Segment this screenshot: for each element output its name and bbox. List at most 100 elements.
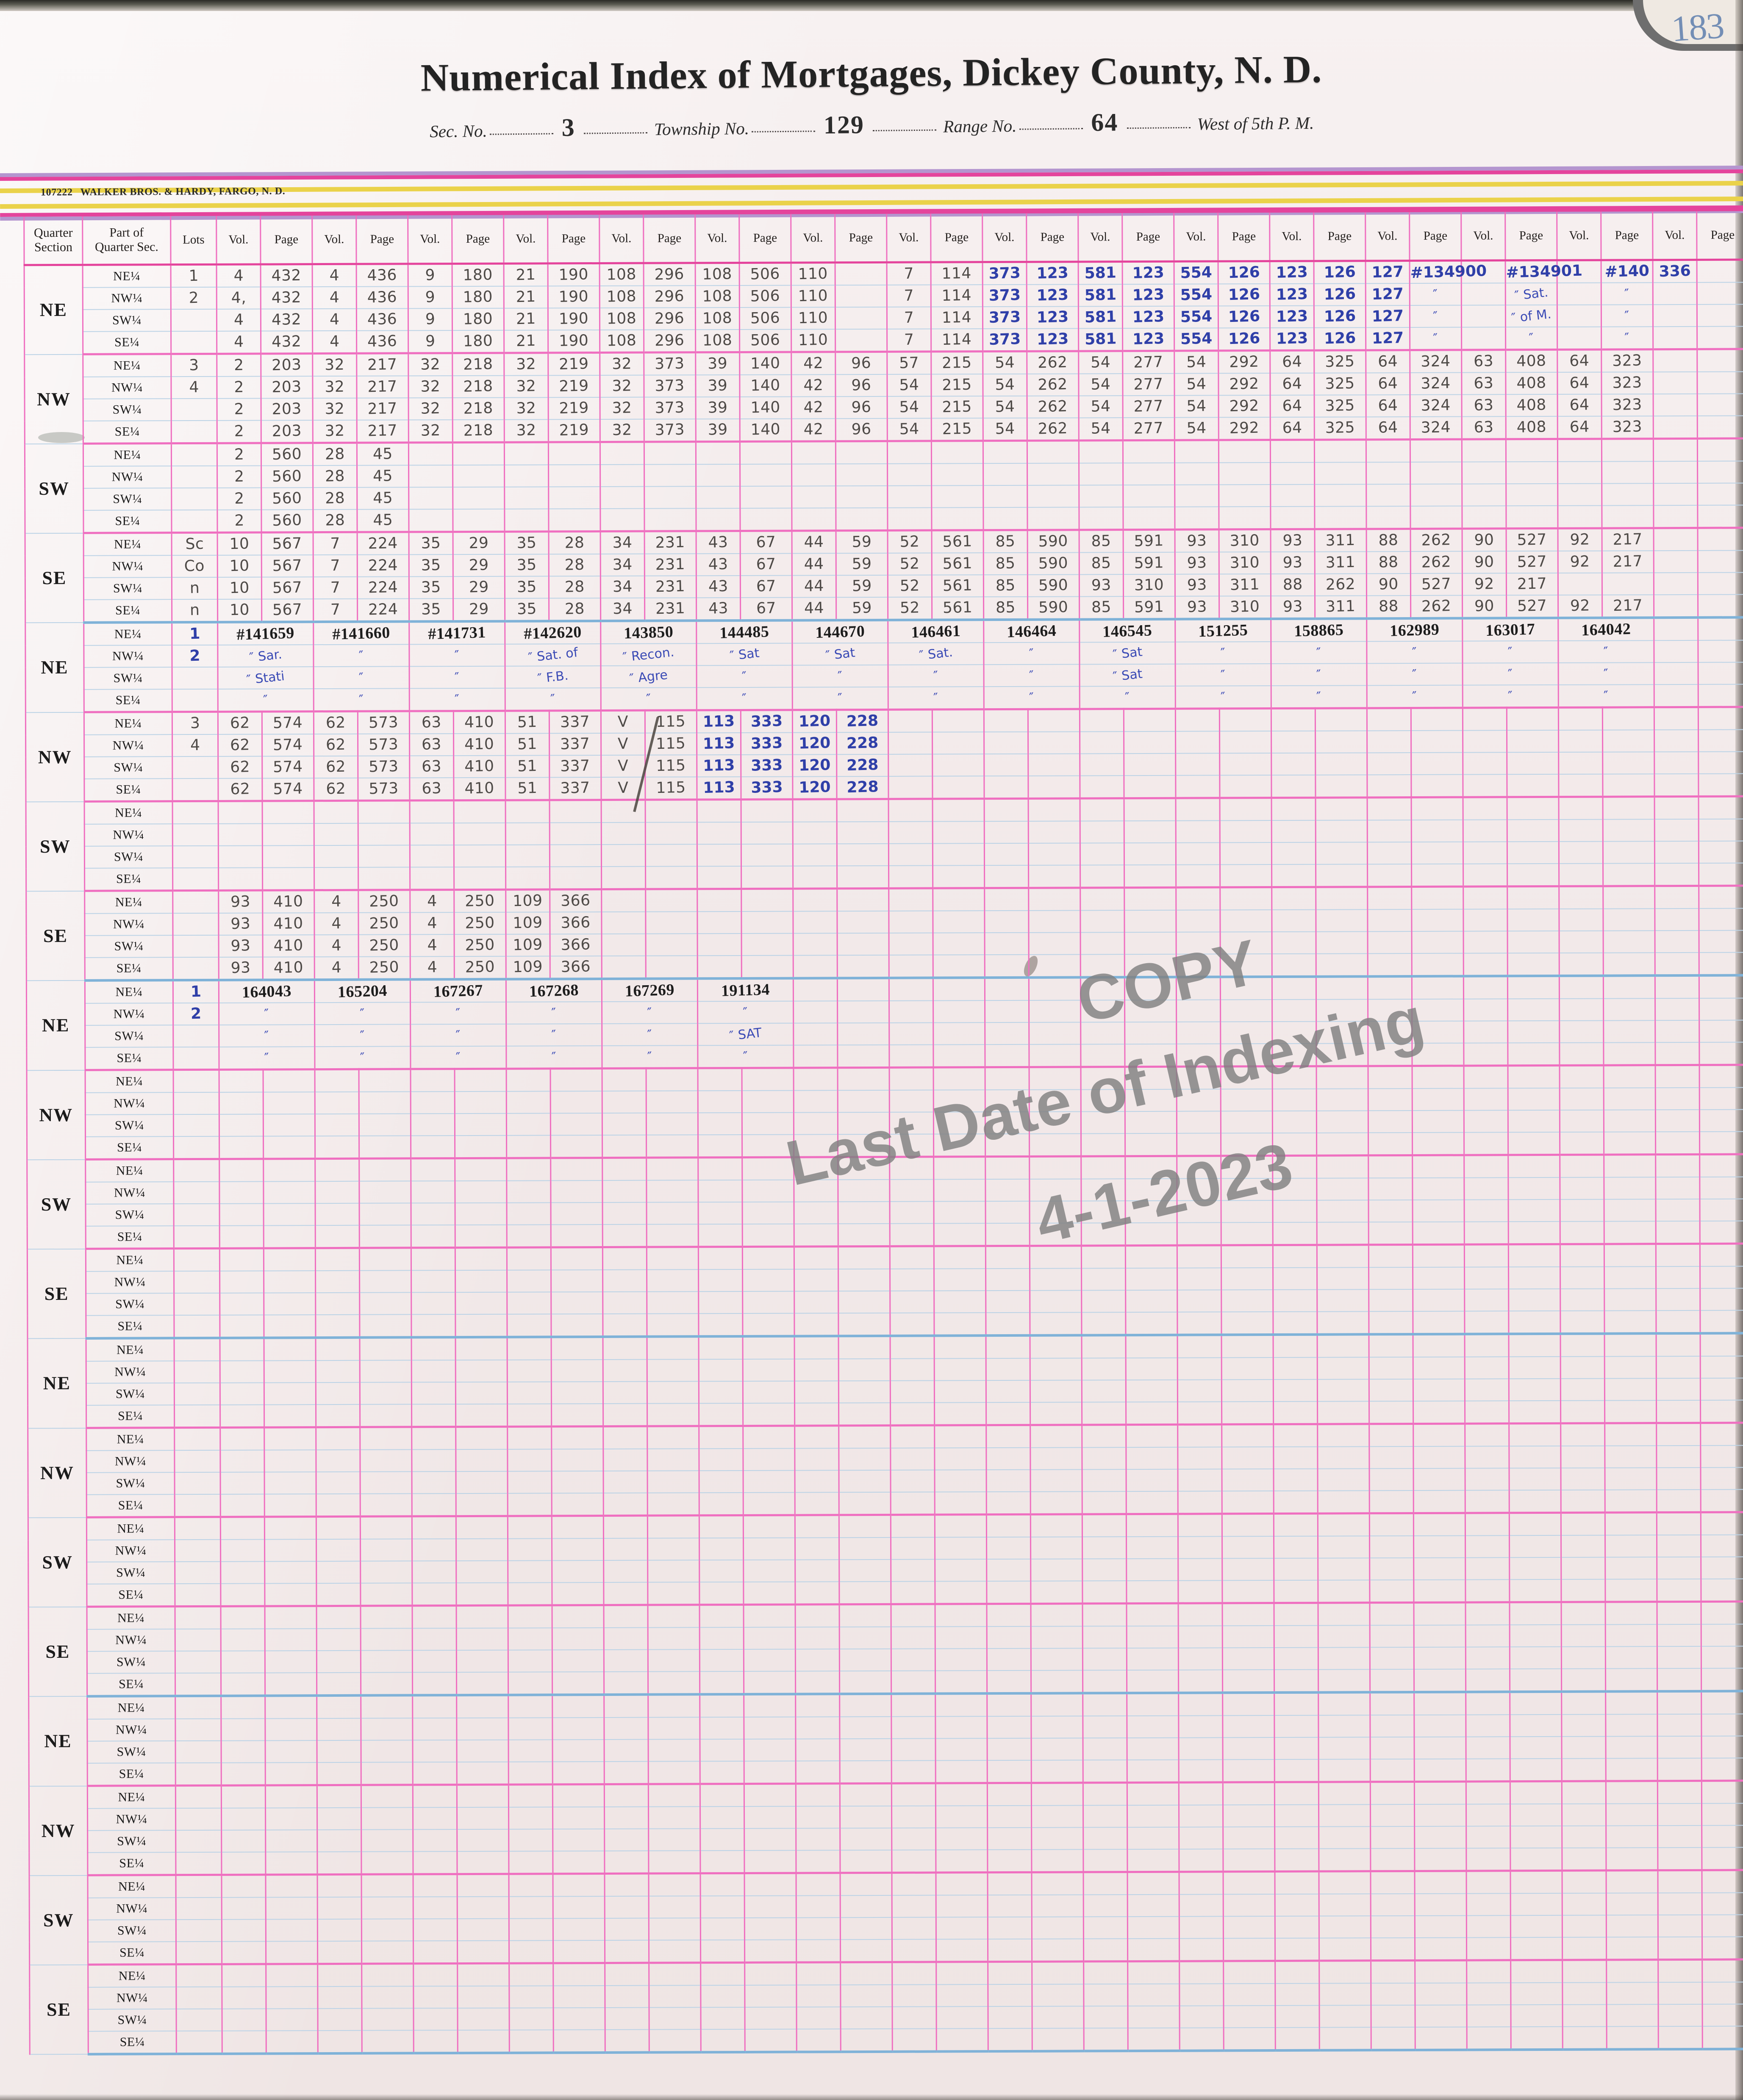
grid-cell	[600, 508, 645, 532]
grid-cell: 180	[452, 308, 504, 331]
grid-cell-value: ″	[1432, 309, 1439, 324]
grid-cell	[1466, 1804, 1510, 1826]
grid-cell-value: ″	[454, 692, 461, 707]
grid-cell	[985, 1022, 1029, 1045]
grid-cell	[1273, 1289, 1317, 1312]
grid-cell	[985, 1133, 1030, 1157]
document-number-cell: ″	[984, 686, 1080, 709]
grid-cell-empty	[1030, 1223, 1081, 1244]
grid-cell: 126	[1218, 261, 1270, 284]
grid-cell	[1463, 1043, 1508, 1066]
grid-cell-value: 408	[1516, 418, 1547, 436]
grid-cell	[1177, 1358, 1222, 1380]
grid-cell	[1221, 1290, 1273, 1312]
grid-cell	[411, 1114, 455, 1136]
lots-cell: 1	[173, 980, 219, 1003]
grid-cell-value: 90	[1474, 531, 1494, 549]
grid-cell	[1509, 1446, 1561, 1468]
grid-cell	[742, 1291, 794, 1313]
grid-cell: 325	[1314, 373, 1366, 395]
grid-cell-empty	[174, 1025, 218, 1047]
grid-cell	[1274, 1826, 1319, 1849]
grid-cell-empty	[936, 1784, 987, 1805]
grid-cell	[1462, 506, 1507, 529]
grid-cell	[795, 1515, 839, 1538]
grid-cell	[794, 1224, 838, 1247]
grid-cell	[1369, 1468, 1414, 1491]
document-number-cell: ″	[792, 665, 888, 687]
grid-cell: 32	[504, 375, 549, 398]
grid-cell	[1509, 1423, 1561, 1446]
grid-cell-empty	[220, 1137, 263, 1158]
grid-cell: 262	[1027, 396, 1079, 418]
grid-cell	[933, 1090, 985, 1112]
grid-cell-empty	[1180, 1760, 1222, 1781]
grid-cell-empty	[893, 1918, 935, 1939]
grid-cell-empty	[1561, 1200, 1604, 1221]
grid-cell: 43	[696, 597, 741, 621]
grid-cell-empty	[1511, 1848, 1561, 1870]
grid-cell-empty	[1701, 1356, 1743, 1377]
grid-cell	[741, 844, 793, 866]
grid-cell-empty	[936, 1649, 986, 1670]
grid-cell	[647, 1336, 699, 1360]
grid-cell	[985, 1290, 1030, 1313]
grid-cell-value: 224	[368, 600, 399, 619]
grid-cell-empty	[838, 889, 888, 911]
document-number-cell: ″	[1175, 642, 1271, 664]
grid-cell-value: 581	[1084, 286, 1117, 305]
grid-cell: 4	[312, 308, 357, 331]
grid-cell-empty	[1558, 462, 1601, 483]
grid-cell	[1082, 1581, 1127, 1604]
grid-cell-value: 144485	[719, 623, 769, 642]
grid-cell	[1178, 1626, 1223, 1648]
grid-cell-empty	[1701, 1513, 1743, 1534]
grid-cell-empty	[1271, 485, 1314, 506]
grid-cell-empty	[744, 1538, 794, 1560]
grid-cell: 123	[1027, 306, 1079, 329]
grid-cell	[646, 1157, 698, 1180]
grid-cell-empty	[1220, 709, 1271, 731]
grid-cell-empty	[316, 1293, 359, 1314]
grid-cell-empty	[361, 1651, 412, 1672]
grid-cell	[412, 1672, 457, 1696]
grid-cell	[359, 1092, 411, 1114]
grid-cell-empty	[1221, 865, 1271, 886]
grid-cell	[1369, 1579, 1414, 1603]
grid-cell-empty	[744, 1449, 794, 1470]
grid-cell-empty	[745, 1874, 796, 1895]
grid-cell-empty	[457, 1561, 507, 1582]
grid-cell-value: 28	[325, 489, 345, 507]
grid-cell-empty	[1511, 1826, 1561, 1848]
grid-cell-empty	[701, 1785, 744, 1806]
grid-cell-value: #142620	[523, 623, 582, 643]
grid-cell	[1700, 1310, 1743, 1333]
grid-cell-empty	[1658, 1715, 1701, 1736]
grid-cell	[316, 1539, 361, 1562]
grid-cell-empty	[647, 1180, 697, 1202]
grid-cell	[1410, 484, 1462, 506]
grid-cell	[413, 1762, 457, 1785]
grid-cell-empty	[1369, 1312, 1412, 1333]
grid-cell	[1370, 1669, 1414, 1693]
grid-cell	[1463, 886, 1507, 909]
grid-cell-value: 436	[367, 288, 397, 307]
grid-cell	[1368, 1244, 1413, 1268]
grid-cell	[1222, 1648, 1274, 1670]
grid-cell-empty	[505, 465, 548, 486]
document-number-cell: ″	[218, 689, 314, 712]
grid-cell-empty	[360, 1293, 411, 1314]
grid-cell	[603, 1538, 648, 1560]
grid-cell-empty	[841, 1784, 891, 1806]
grid-cell-empty	[552, 1561, 603, 1582]
grid-cell-value: 180	[463, 266, 493, 284]
grid-cell-empty	[892, 1828, 935, 1850]
grid-cell: 45	[357, 442, 409, 465]
grid-cell-empty	[413, 1561, 455, 1582]
grid-cell-empty	[1603, 774, 1654, 795]
grid-cell	[1030, 1223, 1082, 1246]
grid-cell-value: 554	[1180, 330, 1213, 348]
grid-cell-empty	[1604, 1155, 1655, 1177]
grid-cell-empty	[1082, 1112, 1124, 1133]
grid-cell-empty	[1124, 441, 1174, 463]
